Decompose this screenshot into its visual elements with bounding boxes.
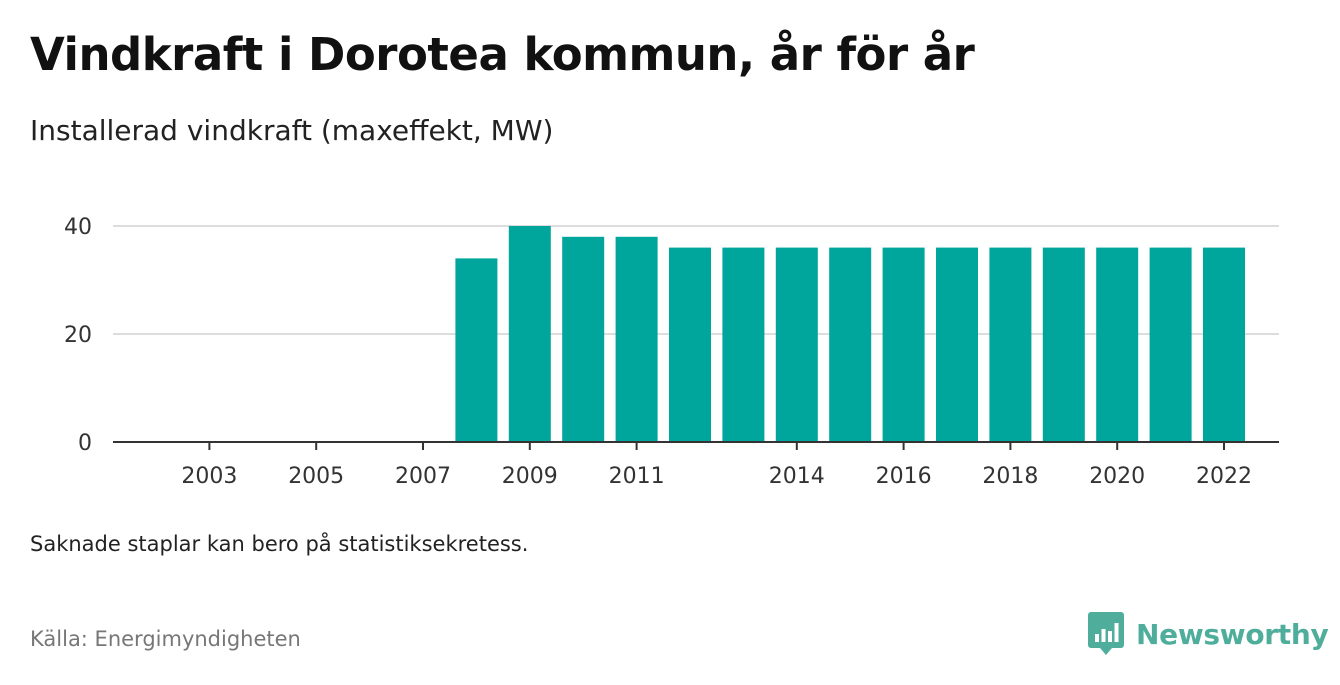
x-tick-label-2016: 2016 — [876, 464, 932, 489]
y-tick-label-0: 0 — [78, 431, 92, 456]
bar-2009 — [508, 226, 551, 442]
bar-2011 — [615, 236, 658, 442]
bar-2020 — [1096, 247, 1139, 442]
x-tick-label-2011: 2011 — [609, 464, 665, 489]
chart-title: Vindkraft i Dorotea kommun, år för år — [30, 28, 975, 81]
bars — [455, 226, 1245, 442]
bar-2015 — [829, 247, 872, 442]
tick-labels: 0 20 40 2003 2005 2007 2009 2011 2014 2016 2018 202… — [64, 215, 1252, 489]
bar-2022 — [1203, 247, 1245, 442]
bar-2010 — [562, 236, 605, 442]
bar-chart: 0 20 40 2003 2005 2007 2009 2011 2014 2016 2018 202… — [64, 215, 1279, 489]
bar-2013 — [722, 247, 765, 442]
x-tick-label-2020: 2020 — [1089, 464, 1145, 489]
x-tick-label-2014: 2014 — [769, 464, 825, 489]
newsworthy-logo-icon — [1088, 612, 1124, 655]
brand-name: Newsworthy — [1136, 617, 1329, 651]
x-tick-label-2022: 2022 — [1196, 464, 1252, 489]
chart-note: Saknade staplar kan bero på statistiksek… — [30, 532, 529, 556]
x-tick-label-2007: 2007 — [395, 464, 451, 489]
y-tick-label-20: 20 — [64, 323, 92, 348]
chart-subtitle: Installerad vindkraft (maxeffekt, MW) — [30, 114, 554, 147]
bar-2018 — [989, 247, 1032, 442]
x-tick-label-2018: 2018 — [982, 464, 1038, 489]
bar-2017 — [936, 247, 978, 442]
axes — [113, 441, 1279, 450]
x-tick-label-2005: 2005 — [288, 464, 344, 489]
bar-2008 — [455, 258, 498, 442]
source-label: Källa: Energimyndigheten — [30, 627, 301, 651]
x-tick-label-2003: 2003 — [181, 464, 237, 489]
bar-2019 — [1042, 247, 1085, 442]
bar-2012 — [669, 247, 711, 442]
x-tick-label-2009: 2009 — [502, 464, 558, 489]
bar-2014 — [775, 247, 818, 442]
bar-2021 — [1149, 247, 1192, 442]
bar-2016 — [882, 247, 925, 442]
y-tick-label-40: 40 — [64, 215, 92, 240]
brand-logo: Newsworthy — [1088, 612, 1329, 656]
